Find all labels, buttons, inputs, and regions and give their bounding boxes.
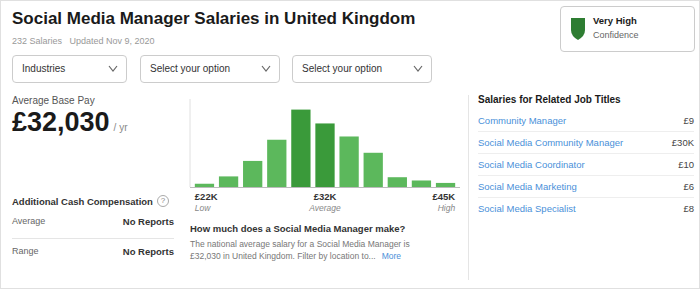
avg-label: Average Base Pay	[12, 95, 95, 106]
baseline	[190, 187, 460, 188]
x-tick-label: £45K	[432, 191, 455, 202]
related-job[interactable]: Social Media Specialist	[478, 203, 576, 214]
bars	[195, 110, 455, 187]
related-job[interactable]: Social Media Coordinator	[478, 159, 585, 170]
related-value: £10	[678, 159, 694, 170]
related-value: £30K	[672, 137, 694, 148]
related-job[interactable]: Social Media Community Manager	[478, 137, 623, 148]
desc-line: The national average salary for a Social…	[190, 239, 410, 249]
histogram: £22KLow £32KAverage £45KHigh	[190, 95, 460, 215]
x-sub-label: High	[438, 203, 456, 213]
bar	[388, 177, 407, 187]
dropdown[interactable]: Industries	[12, 55, 127, 83]
bar	[291, 110, 310, 187]
x-tick-label: £32K	[314, 191, 337, 202]
desc-title: How much does a Social Media Manager mak…	[190, 223, 405, 234]
dropdown-label[interactable]: Industries	[22, 63, 65, 74]
badge-subtitle: Confidence	[593, 30, 639, 40]
dropdown[interactable]: Select your option	[140, 55, 280, 83]
x-sub-label: Low	[195, 203, 211, 213]
bar	[267, 140, 286, 187]
bar	[219, 176, 238, 187]
row-separator	[12, 238, 174, 239]
related-separator	[478, 197, 694, 198]
bar	[195, 184, 214, 187]
chevron-path	[414, 66, 422, 71]
dropdown[interactable]: Select your option	[292, 55, 432, 83]
bar	[339, 136, 358, 187]
dropdown-label[interactable]: Select your option	[150, 63, 230, 74]
row-value: No Reports	[123, 246, 174, 257]
bar	[364, 153, 383, 187]
desc-text: The national average salary for a Social…	[190, 239, 410, 249]
badge-icon	[569, 16, 589, 42]
related-separator	[478, 153, 694, 154]
dropdown-chevron	[108, 65, 118, 73]
bar	[315, 123, 334, 187]
row-value: No Reports	[123, 216, 174, 227]
dropdown-label[interactable]: Select your option	[302, 63, 382, 74]
add-cash-title: Additional Cash Compensation?	[12, 195, 169, 207]
avg-salary-row: £32,030 / yr	[12, 107, 128, 138]
avg-suffix: / yr	[114, 122, 128, 133]
x-sub-label: Average	[308, 203, 341, 213]
related-title: Salaries for Related Job Titles	[478, 94, 621, 105]
title: Social Media Manager Salaries in United …	[12, 9, 415, 29]
related-value: £9	[683, 115, 694, 126]
badge-shield	[571, 18, 585, 40]
related-value: £8	[683, 203, 694, 214]
dropdown-chevron	[413, 65, 423, 73]
related-value: £6	[683, 181, 694, 192]
related-separator	[478, 131, 694, 132]
bar	[243, 161, 262, 187]
related-job[interactable]: Community Manager	[478, 115, 566, 126]
dropdown-chevron	[261, 65, 271, 73]
badge: Very High Confidence	[560, 6, 695, 52]
avg-salary: £32,030	[12, 107, 110, 138]
related-job[interactable]: Social Media Marketing	[478, 181, 577, 192]
row-label: Range	[12, 246, 39, 256]
add-cash-text: Additional Cash Compensation	[12, 196, 153, 207]
desc-text: £32,030 in United Kingdom. Filter by loc…	[190, 251, 376, 261]
x-tick-label: £22K	[195, 191, 218, 202]
related-separator	[478, 175, 694, 176]
badge-title: Very High	[593, 15, 637, 26]
row-label: Average	[12, 216, 45, 226]
subtitle: 232 Salaries Updated Nov 9, 2020	[12, 36, 155, 46]
vertical-divider	[468, 95, 469, 280]
chevron-path	[262, 66, 270, 71]
help-icon[interactable]: ?	[157, 195, 169, 207]
more-link[interactable]: More	[382, 251, 401, 261]
chevron-path	[109, 66, 117, 71]
y-axis-line	[190, 99, 191, 187]
bar	[412, 180, 431, 187]
desc-line: £32,030 in United Kingdom. Filter by loc…	[190, 251, 401, 261]
bar	[436, 183, 455, 187]
